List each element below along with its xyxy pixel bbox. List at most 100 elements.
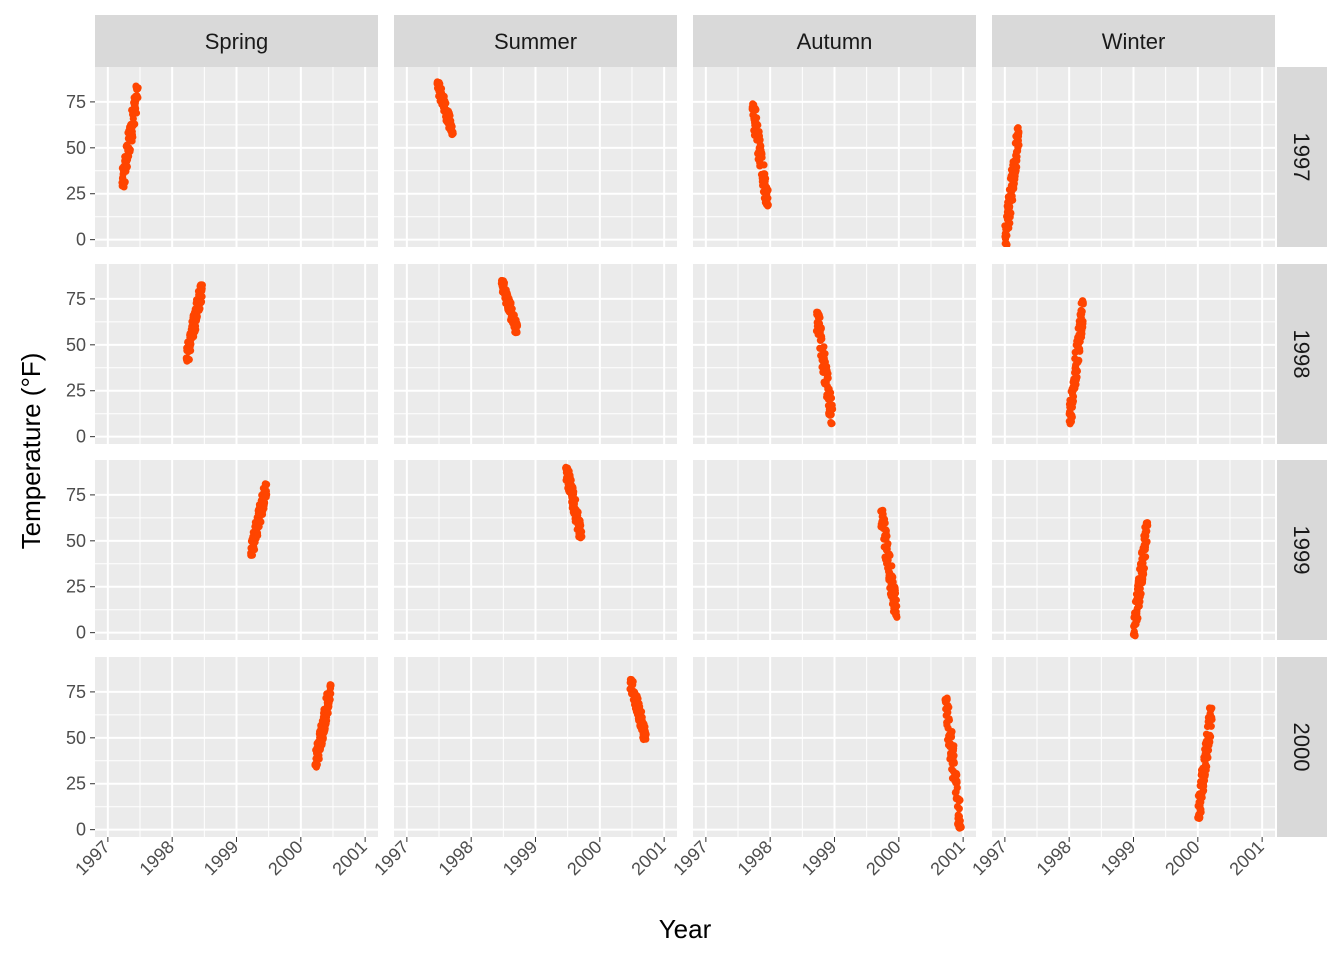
data-point <box>193 313 201 321</box>
data-point <box>1207 722 1215 730</box>
data-point <box>263 480 271 488</box>
strip-label-1999: 1999 <box>1289 526 1314 575</box>
data-point <box>261 499 269 507</box>
data-point <box>816 313 824 322</box>
data-point <box>1140 570 1148 578</box>
data-point <box>327 681 335 689</box>
data-point <box>192 326 200 334</box>
data-point <box>1137 590 1145 598</box>
y-tick-label: 25 <box>66 577 86 597</box>
data-point <box>637 708 646 716</box>
data-point <box>827 394 836 402</box>
data-point <box>957 823 965 831</box>
data-point <box>313 761 321 769</box>
y-tick-label: 75 <box>66 682 86 702</box>
y-tick-label: 0 <box>76 623 86 643</box>
data-point <box>449 129 457 138</box>
data-point <box>185 356 193 364</box>
data-point <box>198 281 206 289</box>
data-point <box>1073 367 1081 375</box>
data-point <box>881 519 889 527</box>
data-point <box>134 84 142 92</box>
y-tick-label: 25 <box>66 381 86 401</box>
data-point <box>762 174 770 183</box>
data-point <box>953 771 961 779</box>
data-point <box>893 613 901 621</box>
data-point <box>123 163 131 171</box>
points-spring-1998 <box>182 281 206 365</box>
data-point <box>1076 347 1084 355</box>
data-point <box>945 716 954 724</box>
data-point <box>448 122 456 130</box>
data-point <box>752 106 760 114</box>
data-point <box>1143 527 1151 535</box>
y-tick-label: 25 <box>66 774 86 794</box>
data-point <box>892 596 901 604</box>
points-autumn-2000 <box>941 694 965 832</box>
panel-spring-1999 <box>95 460 378 640</box>
data-point <box>754 121 762 129</box>
y-tick-label: 0 <box>76 230 86 250</box>
data-point <box>1140 564 1148 572</box>
strip-row-1998 <box>1277 264 1327 444</box>
panel-winter-1998 <box>992 264 1275 444</box>
data-point <box>753 114 761 122</box>
data-point <box>820 343 828 351</box>
data-point <box>126 146 134 154</box>
data-point <box>884 540 892 548</box>
points-autumn-1998 <box>812 308 837 428</box>
x-tick-label: 1998 <box>136 837 178 879</box>
points-winter-2000 <box>1194 704 1216 823</box>
y-tick-label: 75 <box>66 92 86 112</box>
panel-winter-1997 <box>992 67 1275 247</box>
data-point <box>824 374 832 382</box>
strip-col-autumn <box>693 15 976 67</box>
data-point <box>1007 209 1015 217</box>
panel-summer-1999 <box>394 460 677 640</box>
y-tick-label: 50 <box>66 335 86 355</box>
data-point <box>250 546 259 554</box>
points-winter-1999 <box>1129 519 1152 640</box>
points-winter-1997 <box>1001 124 1023 247</box>
data-point <box>315 755 323 763</box>
data-point <box>638 713 646 721</box>
panels-layer: Spring Summer Autumn Winter 1997 1998 1999 2000… <box>66 15 1327 879</box>
strip-row-2000 <box>1277 657 1327 837</box>
data-point <box>1131 632 1139 640</box>
data-point <box>248 551 256 559</box>
x-tick-label: 1997 <box>370 837 412 879</box>
data-point <box>943 695 951 704</box>
data-point <box>891 589 900 597</box>
data-point <box>1068 413 1076 421</box>
y-axis-title: Temperature (°F) <box>16 353 46 550</box>
points-summer-1997 <box>433 78 457 139</box>
data-point <box>756 136 764 144</box>
data-point <box>764 201 772 209</box>
data-point <box>1200 782 1208 790</box>
data-point <box>953 784 961 792</box>
data-point <box>187 340 195 348</box>
data-point <box>629 677 637 686</box>
panel-summer-1998 <box>394 264 677 444</box>
strip-label-1997: 1997 <box>1289 133 1314 182</box>
data-point <box>886 551 894 560</box>
data-point <box>327 690 335 698</box>
data-point <box>883 532 891 540</box>
points-autumn-1997 <box>748 100 772 210</box>
data-point <box>572 496 580 504</box>
data-point <box>948 728 956 736</box>
x-tick-label: 2000 <box>1161 837 1203 879</box>
strip-row-1999 <box>1277 460 1327 640</box>
data-point <box>888 562 896 570</box>
points-autumn-1999 <box>877 506 901 621</box>
data-point <box>1203 762 1211 771</box>
y-tick-label: 25 <box>66 184 86 204</box>
data-point <box>1015 128 1023 136</box>
data-point <box>254 531 262 540</box>
data-point <box>513 328 521 336</box>
data-point <box>1009 196 1017 204</box>
data-point <box>950 759 958 767</box>
y-tick-label: 75 <box>66 485 86 505</box>
x-tick-label: 1999 <box>200 837 242 879</box>
